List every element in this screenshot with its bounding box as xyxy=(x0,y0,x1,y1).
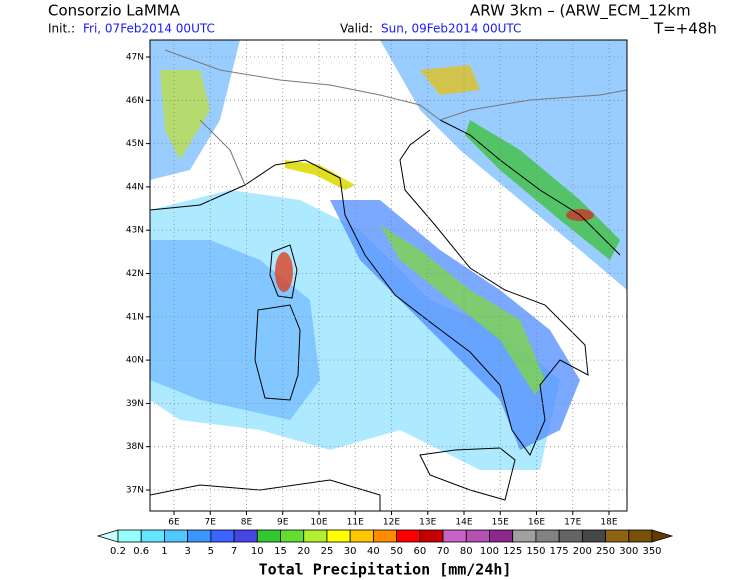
colorbar-box xyxy=(419,529,444,543)
lat-label: 42N xyxy=(126,269,144,279)
colorbar-box xyxy=(465,529,490,543)
colorbar-label: 70 xyxy=(437,546,450,557)
colorbar-label: 0.6 xyxy=(133,546,149,557)
colorbar-box xyxy=(210,529,235,543)
colorbar-box xyxy=(256,529,281,543)
lat-label: 46N xyxy=(126,96,144,106)
lat-label: 44N xyxy=(126,182,144,192)
colorbar-label: 5 xyxy=(208,546,214,557)
colorbar-box xyxy=(396,529,421,543)
colorbar-box xyxy=(558,529,583,543)
colorbar-box xyxy=(489,529,514,543)
colorbar-label: 350 xyxy=(642,546,661,557)
lon-label: 16E xyxy=(528,518,545,528)
colorbar-box xyxy=(512,529,537,543)
lon-label: 18E xyxy=(600,518,617,528)
colorbar-label: 25 xyxy=(321,546,334,557)
colorbar-label: 250 xyxy=(596,546,615,557)
colorbar-label: 125 xyxy=(503,546,522,557)
valid-time: Sun, 09Feb2014 00UTC xyxy=(381,22,521,36)
colorbar-box xyxy=(605,529,630,543)
colorbar-box xyxy=(535,529,560,543)
valid-label: Valid: xyxy=(340,22,373,36)
colorbar-label: 50 xyxy=(390,546,403,557)
colorbar-low-arrow xyxy=(96,529,119,543)
colorbar-label: 300 xyxy=(619,546,638,557)
colorbar-label: 3 xyxy=(184,546,190,557)
colorbar-label: 40 xyxy=(367,546,380,557)
colorbar-label: 0.2 xyxy=(110,546,126,557)
lon-label: 17E xyxy=(564,518,581,528)
lat-label: 43N xyxy=(126,226,144,236)
lon-label: 13E xyxy=(419,518,436,528)
lon-label: 10E xyxy=(310,518,327,528)
lon-label: 9E xyxy=(277,518,289,528)
colorbar-label: 10 xyxy=(251,546,264,557)
init-time: Fri, 07Feb2014 00UTC xyxy=(83,22,215,36)
lat-label: 45N xyxy=(126,139,144,149)
colorbar-label: 80 xyxy=(460,546,473,557)
colorbar: 0.2 0.6 1 3 5 7 10 15 20 25 30 40 50 60 70 80 100 125 150 1… xyxy=(96,529,674,557)
map-field xyxy=(150,40,627,511)
colorbar-high-arrow xyxy=(651,529,674,543)
colorbar-box xyxy=(187,529,212,543)
colorbar-label: 60 xyxy=(413,546,426,557)
colorbar-box xyxy=(628,529,653,543)
colorbar-label: 20 xyxy=(297,546,310,557)
lat-label: 39N xyxy=(126,399,144,409)
colorbar-box xyxy=(140,529,165,543)
lon-label: 11E xyxy=(347,518,364,528)
colorbar-box xyxy=(280,529,305,543)
lon-label: 6E xyxy=(168,518,180,528)
map-frame xyxy=(149,39,628,512)
colorbar-box xyxy=(164,529,189,543)
colorbar-box xyxy=(303,529,328,543)
lon-label: 8E xyxy=(241,518,253,528)
colorbar-title: Total Precipitation [mm/24h] xyxy=(259,561,512,579)
colorbar-label: 1 xyxy=(161,546,167,557)
lead-time: T=+48h xyxy=(653,20,717,38)
colorbar-label: 15 xyxy=(274,546,287,557)
lat-label: 41N xyxy=(126,312,144,322)
colorbar-box xyxy=(581,529,606,543)
colorbar-box xyxy=(442,529,467,543)
colorbar-box xyxy=(117,529,142,543)
lat-label: 37N xyxy=(126,486,144,496)
lon-label: 15E xyxy=(492,518,509,528)
colorbar-box xyxy=(233,529,258,543)
colorbar-label: 7 xyxy=(231,546,237,557)
colorbar-label: 150 xyxy=(526,546,545,557)
colorbar-label: 30 xyxy=(344,546,357,557)
colorbar-label: 200 xyxy=(573,546,592,557)
colorbar-label: 100 xyxy=(480,546,499,557)
lat-label: 47N xyxy=(126,53,144,63)
lon-label: 14E xyxy=(455,518,472,528)
lat-label: 40N xyxy=(126,356,144,366)
lon-label: 7E xyxy=(205,518,217,528)
colorbar-box xyxy=(372,529,398,543)
model-name: ARW 3km – (ARW_ECM_12km xyxy=(470,2,691,21)
graticule: 47N 46N 45N 44N 43N 42N 41N 40N 39N 38N 37N 6E 7E 8E 9… xyxy=(126,40,627,528)
org-name: Consorzio LaMMA xyxy=(48,2,181,20)
init-label: Init.: xyxy=(48,22,75,36)
colorbar-label: 175 xyxy=(550,546,569,557)
lat-label: 38N xyxy=(126,442,144,452)
colorbar-box xyxy=(326,529,351,543)
colorbar-box xyxy=(349,529,374,543)
lon-label: 12E xyxy=(383,518,400,528)
